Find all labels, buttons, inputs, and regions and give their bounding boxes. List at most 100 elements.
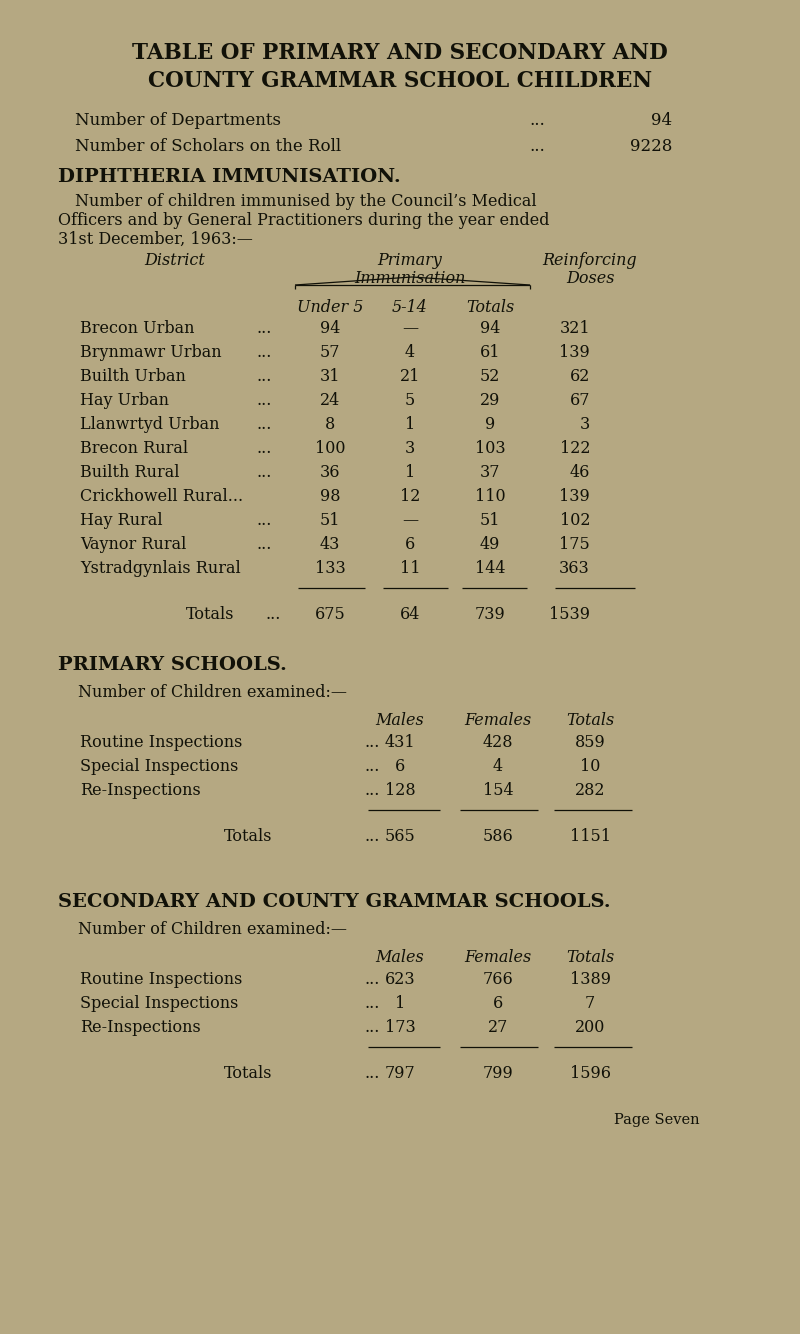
Text: 797: 797 (385, 1065, 415, 1082)
Text: Crickhowell Rural...: Crickhowell Rural... (80, 488, 243, 506)
Text: 94: 94 (320, 320, 340, 338)
Text: 98: 98 (320, 488, 340, 506)
Text: 1: 1 (405, 416, 415, 434)
Text: ...: ... (364, 1065, 380, 1082)
Text: ...: ... (256, 440, 272, 458)
Text: 428: 428 (482, 734, 514, 751)
Text: Llanwrtyd Urban: Llanwrtyd Urban (80, 416, 219, 434)
Text: ...: ... (256, 512, 272, 530)
Text: Builth Urban: Builth Urban (80, 368, 186, 386)
Text: ...: ... (529, 137, 545, 155)
Text: 5: 5 (405, 392, 415, 410)
Text: ...: ... (364, 995, 380, 1013)
Text: 766: 766 (482, 971, 514, 988)
Text: 128: 128 (385, 782, 415, 799)
Text: 43: 43 (320, 536, 340, 554)
Text: 6: 6 (395, 758, 405, 775)
Text: 61: 61 (480, 344, 500, 362)
Text: ...: ... (256, 344, 272, 362)
Text: Number of Departments: Number of Departments (75, 112, 281, 129)
Text: 5-14: 5-14 (392, 299, 428, 316)
Text: Totals: Totals (566, 948, 614, 966)
Text: 173: 173 (385, 1019, 415, 1037)
Text: ...: ... (256, 320, 272, 338)
Text: ...: ... (256, 392, 272, 410)
Text: Number of Children examined:—: Number of Children examined:— (78, 920, 347, 938)
Text: 6: 6 (493, 995, 503, 1013)
Text: Reinforcing: Reinforcing (542, 252, 638, 269)
Text: Hay Urban: Hay Urban (80, 392, 169, 410)
Text: 3: 3 (580, 416, 590, 434)
Text: Under 5: Under 5 (297, 299, 363, 316)
Text: ...: ... (364, 782, 380, 799)
Text: Brecon Rural: Brecon Rural (80, 440, 188, 458)
Text: District: District (145, 252, 206, 269)
Text: 565: 565 (385, 828, 415, 844)
Text: Totals: Totals (224, 1065, 272, 1082)
Text: ...: ... (266, 606, 281, 623)
Text: 799: 799 (482, 1065, 514, 1082)
Text: —: — (402, 320, 418, 338)
Text: 133: 133 (314, 560, 346, 578)
Text: 9: 9 (485, 416, 495, 434)
Text: 739: 739 (474, 606, 506, 623)
Text: 31st December, 1963:—: 31st December, 1963:— (58, 231, 253, 248)
Text: 175: 175 (559, 536, 590, 554)
Text: 21: 21 (400, 368, 420, 386)
Text: 51: 51 (320, 512, 340, 530)
Text: 4: 4 (493, 758, 503, 775)
Text: Officers and by General Practitioners during the year ended: Officers and by General Practitioners du… (58, 212, 550, 229)
Text: 52: 52 (480, 368, 500, 386)
Text: SECONDARY AND COUNTY GRAMMAR SCHOOLS.: SECONDARY AND COUNTY GRAMMAR SCHOOLS. (58, 892, 610, 911)
Text: 62: 62 (570, 368, 590, 386)
Text: Totals: Totals (466, 299, 514, 316)
Text: Number of children immunised by the Council’s Medical: Number of children immunised by the Coun… (75, 193, 537, 209)
Text: PRIMARY SCHOOLS.: PRIMARY SCHOOLS. (58, 656, 287, 674)
Text: Brynmawr Urban: Brynmawr Urban (80, 344, 222, 362)
Text: ...: ... (256, 416, 272, 434)
Text: 6: 6 (405, 536, 415, 554)
Text: Brecon Urban: Brecon Urban (80, 320, 194, 338)
Text: 675: 675 (314, 606, 346, 623)
Text: ...: ... (364, 758, 380, 775)
Text: Totals: Totals (186, 606, 234, 623)
Text: Females: Females (464, 948, 532, 966)
Text: 57: 57 (320, 344, 340, 362)
Text: 4: 4 (405, 344, 415, 362)
Text: Routine Inspections: Routine Inspections (80, 971, 242, 988)
Text: DIPHTHERIA IMMUNISATION.: DIPHTHERIA IMMUNISATION. (58, 168, 401, 185)
Text: 110: 110 (474, 488, 506, 506)
Text: ...: ... (256, 368, 272, 386)
Text: 154: 154 (482, 782, 514, 799)
Text: 321: 321 (559, 320, 590, 338)
Text: ...: ... (256, 464, 272, 482)
Text: 1: 1 (395, 995, 405, 1013)
Text: ...: ... (364, 828, 380, 844)
Text: Re-Inspections: Re-Inspections (80, 1019, 201, 1037)
Text: 623: 623 (385, 971, 415, 988)
Text: 139: 139 (559, 344, 590, 362)
Text: 122: 122 (559, 440, 590, 458)
Text: 8: 8 (325, 416, 335, 434)
Text: Immunisation: Immunisation (354, 269, 466, 287)
Text: 9228: 9228 (630, 137, 672, 155)
Text: ...: ... (364, 971, 380, 988)
Text: 144: 144 (474, 560, 506, 578)
Text: Females: Females (464, 712, 532, 728)
Text: Totals: Totals (224, 828, 272, 844)
Text: 36: 36 (320, 464, 340, 482)
Text: 1389: 1389 (570, 971, 610, 988)
Text: 431: 431 (385, 734, 415, 751)
Text: 94: 94 (651, 112, 672, 129)
Text: 12: 12 (400, 488, 420, 506)
Text: 31: 31 (320, 368, 340, 386)
Text: Primary: Primary (378, 252, 442, 269)
Text: 67: 67 (570, 392, 590, 410)
Text: 10: 10 (580, 758, 600, 775)
Text: Ystradgynlais Rural: Ystradgynlais Rural (80, 560, 241, 578)
Text: 46: 46 (570, 464, 590, 482)
Text: 1: 1 (405, 464, 415, 482)
Text: ...: ... (364, 1019, 380, 1037)
Text: TABLE OF PRIMARY AND SECONDARY AND: TABLE OF PRIMARY AND SECONDARY AND (132, 41, 668, 64)
Text: 1539: 1539 (549, 606, 590, 623)
